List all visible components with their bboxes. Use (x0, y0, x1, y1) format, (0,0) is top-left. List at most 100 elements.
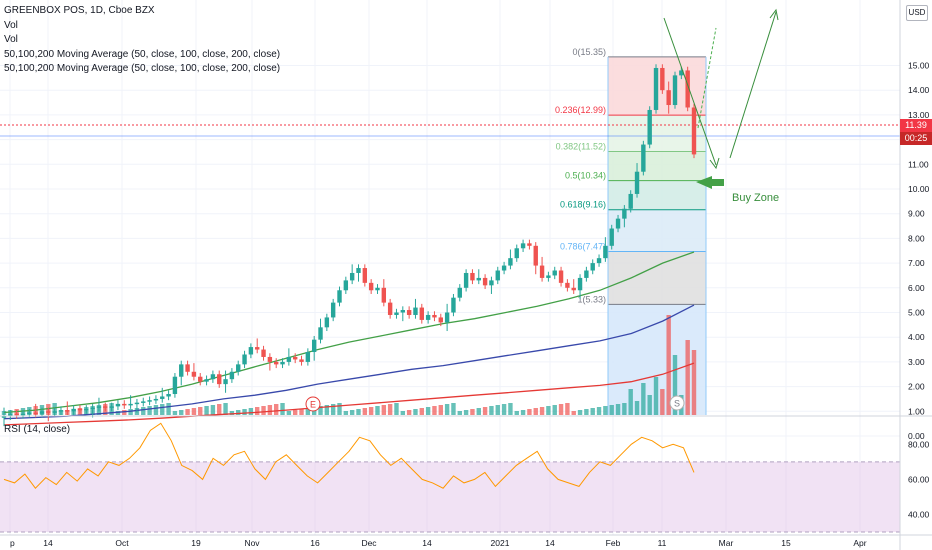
volume-bar (558, 404, 564, 415)
candle-body (261, 349, 266, 357)
volume-bar (641, 383, 646, 415)
candle-body (324, 317, 330, 328)
ma100-line (3, 304, 695, 420)
time-axis-label: 2021 (491, 538, 510, 548)
candle-body (577, 277, 583, 291)
candle-body (77, 408, 83, 411)
volume-bar (666, 315, 671, 415)
moving-average-label-2[interactable]: 50,100,200 Moving Average (50, close, 10… (4, 63, 281, 74)
volume-bar (609, 405, 614, 415)
volume-bar (596, 407, 602, 415)
candle-body (679, 70, 684, 76)
price-axis-label: 13.00 (908, 110, 930, 120)
volume-bar (337, 403, 342, 415)
candle-body (432, 314, 437, 318)
fib-level-label: 0.5(10.34) (565, 171, 606, 181)
volume-bar (406, 410, 412, 415)
volume-bar (463, 410, 469, 415)
fib-zone (608, 251, 706, 305)
volume-bar (584, 409, 589, 415)
volume-bar (628, 389, 633, 415)
volume-label-1[interactable]: Vol (4, 19, 18, 31)
candle-body (318, 327, 323, 340)
volume-bar (501, 404, 507, 415)
candle-body (153, 398, 159, 401)
candle-body (533, 245, 538, 266)
price-axis-label: 9.00 (908, 209, 925, 219)
candle-body (451, 297, 456, 313)
price-axis-label: 4.00 (908, 332, 925, 342)
volume-bar (571, 411, 576, 415)
candle-body (179, 364, 184, 377)
candle-body (628, 193, 633, 209)
candle-body (406, 310, 412, 315)
candle-body (337, 290, 342, 303)
candle-body (508, 258, 513, 266)
arrow-head-down (709, 157, 720, 170)
candle-body (413, 307, 418, 315)
volume-bar (457, 411, 462, 415)
candle-body (286, 356, 292, 362)
volume-bar (438, 405, 443, 415)
volume-bar (305, 408, 311, 415)
candle-body (20, 413, 26, 416)
candle-body (223, 379, 228, 385)
candle-body (343, 280, 349, 291)
volume-bar (274, 404, 279, 415)
rsi-label[interactable]: RSI (14, close) (4, 424, 71, 435)
candle-body (546, 275, 551, 278)
volume-label-2[interactable]: Vol (4, 34, 18, 45)
time-axis-label: 16 (310, 538, 320, 548)
volume-bar (153, 405, 159, 415)
volume-bar (622, 403, 627, 415)
moving-average-label-1[interactable]: 50,100,200 Moving Average (50, close, 10… (4, 48, 281, 60)
fib-zone (608, 115, 706, 152)
candle-body (482, 277, 488, 286)
volume-bar (324, 405, 330, 415)
volume-bar (647, 395, 652, 415)
volume-bar (634, 401, 640, 415)
volume-bar (210, 405, 216, 415)
volume-bar (590, 408, 595, 415)
candle-body (653, 67, 659, 110)
fib-level-label: 0.382(11.52) (556, 141, 606, 151)
volume-bar (236, 410, 241, 415)
currency-button[interactable]: USD (906, 5, 928, 21)
symbol-title[interactable]: GREENBOX POS, 1D, Cboe BZX (4, 5, 155, 16)
candle-body (134, 402, 140, 405)
volume-bar (229, 411, 235, 415)
split-marker-label: S (674, 399, 680, 409)
volume-bar (217, 404, 222, 415)
candle-body (198, 376, 203, 382)
candle-body (565, 282, 570, 288)
volume-bar (387, 404, 393, 415)
candle-body (274, 361, 279, 365)
price-axis-label: 11.00 (908, 159, 929, 169)
candle-body (14, 413, 19, 416)
volume-bar (514, 411, 519, 415)
candle-body (381, 287, 387, 303)
volume-bar (476, 408, 481, 415)
volume-bar (400, 411, 406, 415)
candle-body (514, 248, 519, 259)
countdown-tag: 00:25 (900, 132, 932, 145)
volume-bar (286, 411, 292, 415)
volume-bar (546, 406, 551, 415)
candle-body (444, 312, 450, 323)
candle-body (590, 263, 595, 271)
rsi-axis-label: 80.00 (908, 439, 930, 449)
time-axis-label: 14 (422, 538, 432, 548)
candle-body (147, 400, 152, 402)
candle-body (558, 270, 564, 283)
projection-dashed (697, 27, 717, 129)
volume-bar (128, 409, 133, 415)
candle-body (255, 347, 260, 350)
volume-bar (539, 407, 545, 415)
candle-body (210, 374, 216, 380)
rsi-band (0, 461, 900, 532)
time-axis-label: Apr (853, 538, 866, 548)
candle-body (622, 208, 627, 219)
last-price-tag: 11.39 (900, 119, 932, 132)
candle-body (65, 410, 70, 412)
